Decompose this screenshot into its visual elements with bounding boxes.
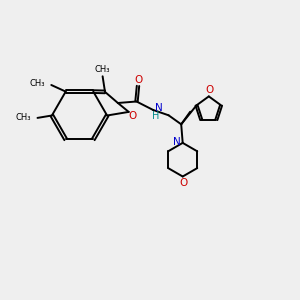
Text: CH₃: CH₃ [29,79,45,88]
Text: N: N [154,103,162,113]
Text: O: O [129,111,137,121]
Text: H: H [152,112,160,122]
Text: CH₃: CH₃ [15,113,31,122]
Text: CH₃: CH₃ [95,65,110,74]
Text: O: O [134,75,143,85]
Text: N: N [172,137,180,147]
Text: O: O [205,85,214,95]
Text: O: O [179,178,188,188]
